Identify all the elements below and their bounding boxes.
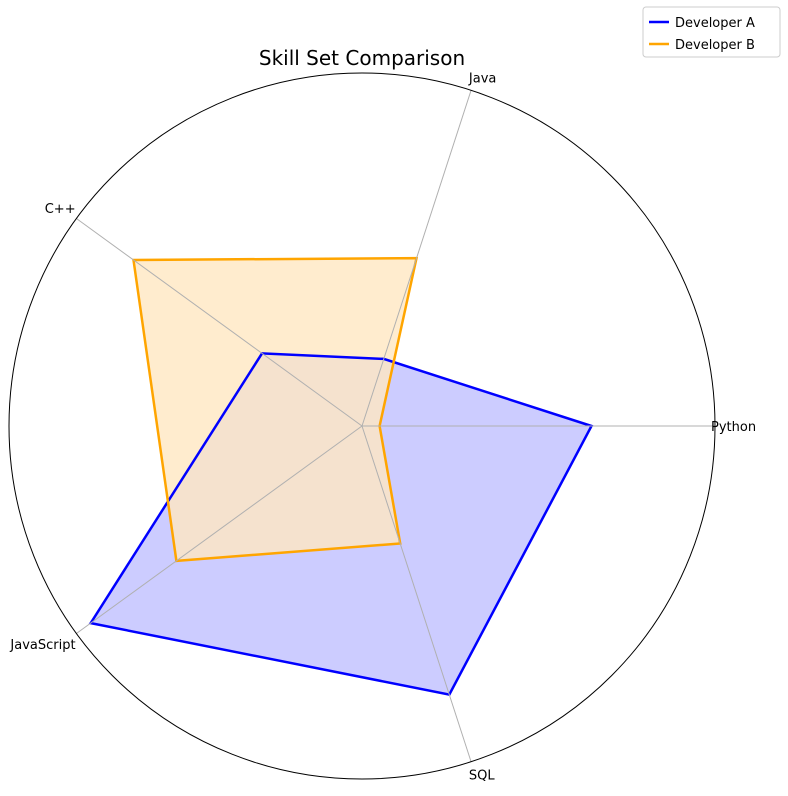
category-label-sql: SQL xyxy=(469,768,495,783)
legend-label-1: Developer A xyxy=(675,16,755,31)
category-label-javascript: JavaScript xyxy=(9,638,75,653)
radar-spokes xyxy=(76,90,715,762)
legend-label-2: Developer B xyxy=(675,38,755,53)
legend: Developer A Developer B xyxy=(642,6,781,58)
spoke-sql xyxy=(361,425,472,762)
radar-outer-circle xyxy=(8,72,716,780)
category-label-c-: C++ xyxy=(45,202,76,217)
spoke-java xyxy=(361,90,472,427)
category-label-java: Java xyxy=(468,72,496,87)
category-label-python: Python xyxy=(711,420,756,435)
series-area-2 xyxy=(133,258,417,561)
legend-box xyxy=(642,6,781,58)
spoke-javascript xyxy=(76,425,363,634)
series-line-1 xyxy=(88,352,594,697)
series-line-2 xyxy=(132,256,419,563)
spoke-c- xyxy=(76,218,363,427)
category-labels: Python Java C++ JavaScript SQL xyxy=(9,72,756,784)
chart-title: Skill Set Comparison xyxy=(259,46,465,70)
radar-series xyxy=(88,256,594,697)
